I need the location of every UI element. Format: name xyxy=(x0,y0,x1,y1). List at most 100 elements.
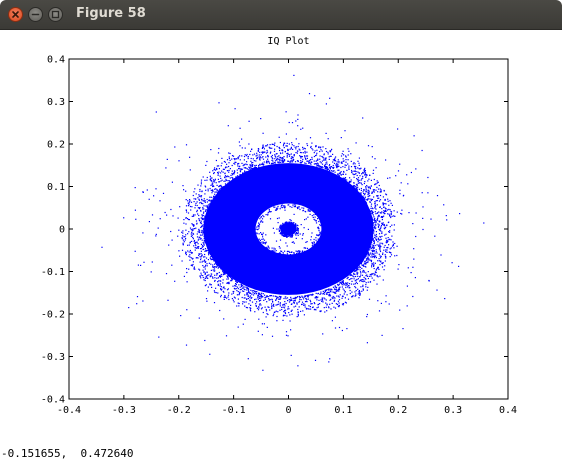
scatter-point xyxy=(262,214,264,217)
scatter-point xyxy=(238,302,240,305)
scatter-point xyxy=(278,160,281,162)
scatter-point xyxy=(255,303,257,305)
scatter-point xyxy=(207,274,209,276)
scatter-point xyxy=(387,246,389,249)
iq-scatter-plot[interactable]: IQ Plot -0.4 -0.3 -0.2 -0.1 0 0.1 0.2 0.3 0.40.4… xyxy=(0,30,562,444)
scatter-point xyxy=(266,151,269,153)
scatter-point xyxy=(188,201,191,203)
scatter-point xyxy=(256,226,258,228)
scatter-point xyxy=(367,186,369,188)
scatter-point xyxy=(282,145,285,147)
scatter-point xyxy=(330,288,332,290)
scatter-point xyxy=(205,222,207,224)
scatter-point xyxy=(257,309,260,311)
scatter-point xyxy=(164,211,166,214)
scatter-point xyxy=(208,210,210,213)
scatter-point xyxy=(373,262,375,264)
scatter-point xyxy=(390,202,392,204)
scatter-point xyxy=(297,207,299,210)
scatter-point xyxy=(238,305,240,307)
scatter-point xyxy=(290,354,292,356)
scatter-point xyxy=(340,174,342,176)
scatter-point xyxy=(321,155,323,158)
scatter-point xyxy=(287,250,289,252)
scatter-point xyxy=(344,291,346,293)
minimize-window-button[interactable] xyxy=(28,7,43,22)
scatter-point xyxy=(338,290,340,292)
scatter-point xyxy=(226,184,228,186)
maximize-window-button[interactable] xyxy=(48,7,63,22)
scatter-point xyxy=(206,300,208,302)
scatter-point xyxy=(335,289,337,291)
scatter-point xyxy=(182,239,184,241)
scatter-point xyxy=(348,181,350,183)
scatter-point xyxy=(279,152,282,154)
scatter-point xyxy=(402,328,404,330)
scatter-point xyxy=(371,216,373,218)
scatter-point xyxy=(372,228,374,230)
scatter-point xyxy=(297,160,299,163)
scatter-point xyxy=(355,275,357,278)
scatter-point xyxy=(318,299,320,301)
scatter-point xyxy=(383,215,385,217)
scatter-point xyxy=(311,245,313,247)
scatter-point xyxy=(220,267,222,269)
scatter-point xyxy=(148,198,150,200)
scatter-point xyxy=(210,199,212,201)
scatter-point xyxy=(271,249,273,252)
scatter-point xyxy=(377,212,379,214)
scatter-point xyxy=(360,262,362,264)
scatter-point xyxy=(379,242,381,244)
scatter-point xyxy=(357,160,359,162)
scatter-point xyxy=(374,262,376,264)
scatter-point xyxy=(235,177,237,179)
scatter-point xyxy=(319,224,321,226)
scatter-point xyxy=(406,305,408,307)
scatter-point xyxy=(193,224,195,226)
scatter-point xyxy=(387,237,389,239)
scatter-point xyxy=(393,229,395,231)
scatter-point xyxy=(236,290,238,292)
scatter-point xyxy=(245,163,247,165)
scatter-point xyxy=(257,293,259,295)
scatter-point xyxy=(380,226,382,228)
scatter-point xyxy=(373,241,375,243)
scatter-point xyxy=(388,213,390,215)
scatter-point xyxy=(334,158,336,161)
scatter-point xyxy=(270,156,272,158)
figure-canvas[interactable]: IQ Plot -0.4 -0.3 -0.2 -0.1 0 0.1 0.2 0.3 0.4 0.4… xyxy=(0,30,562,444)
scatter-point xyxy=(272,227,274,229)
scatter-point xyxy=(371,227,373,229)
scatter-point xyxy=(269,309,271,311)
scatter-point xyxy=(214,179,216,181)
scatter-point xyxy=(199,253,201,255)
scatter-point xyxy=(274,248,276,250)
scatter-point xyxy=(279,232,281,235)
scatter-point xyxy=(324,289,326,291)
scatter-point xyxy=(226,275,228,277)
scatter-point xyxy=(374,201,376,203)
scatter-point xyxy=(267,306,269,308)
scatter-point xyxy=(338,160,340,163)
scatter-point xyxy=(343,284,345,286)
window-titlebar: Figure 58 xyxy=(0,0,562,30)
scatter-point xyxy=(190,209,192,211)
scatter-point xyxy=(255,160,257,162)
close-window-button[interactable] xyxy=(8,7,23,22)
scatter-point xyxy=(228,169,230,171)
scatter-point xyxy=(210,263,212,265)
scatter-point xyxy=(204,218,206,220)
scatter-point xyxy=(379,228,381,230)
scatter-point xyxy=(279,309,281,311)
scatter-point xyxy=(204,248,207,250)
scatter-point xyxy=(357,182,359,184)
scatter-point xyxy=(305,211,307,213)
scatter-point xyxy=(262,293,264,295)
scatter-point xyxy=(381,211,383,213)
scatter-point xyxy=(280,252,282,254)
scatter-point xyxy=(212,184,214,186)
scatter-point xyxy=(217,284,219,286)
scatter-point xyxy=(356,178,358,180)
scatter-point xyxy=(194,188,196,190)
scatter-point xyxy=(204,210,207,212)
